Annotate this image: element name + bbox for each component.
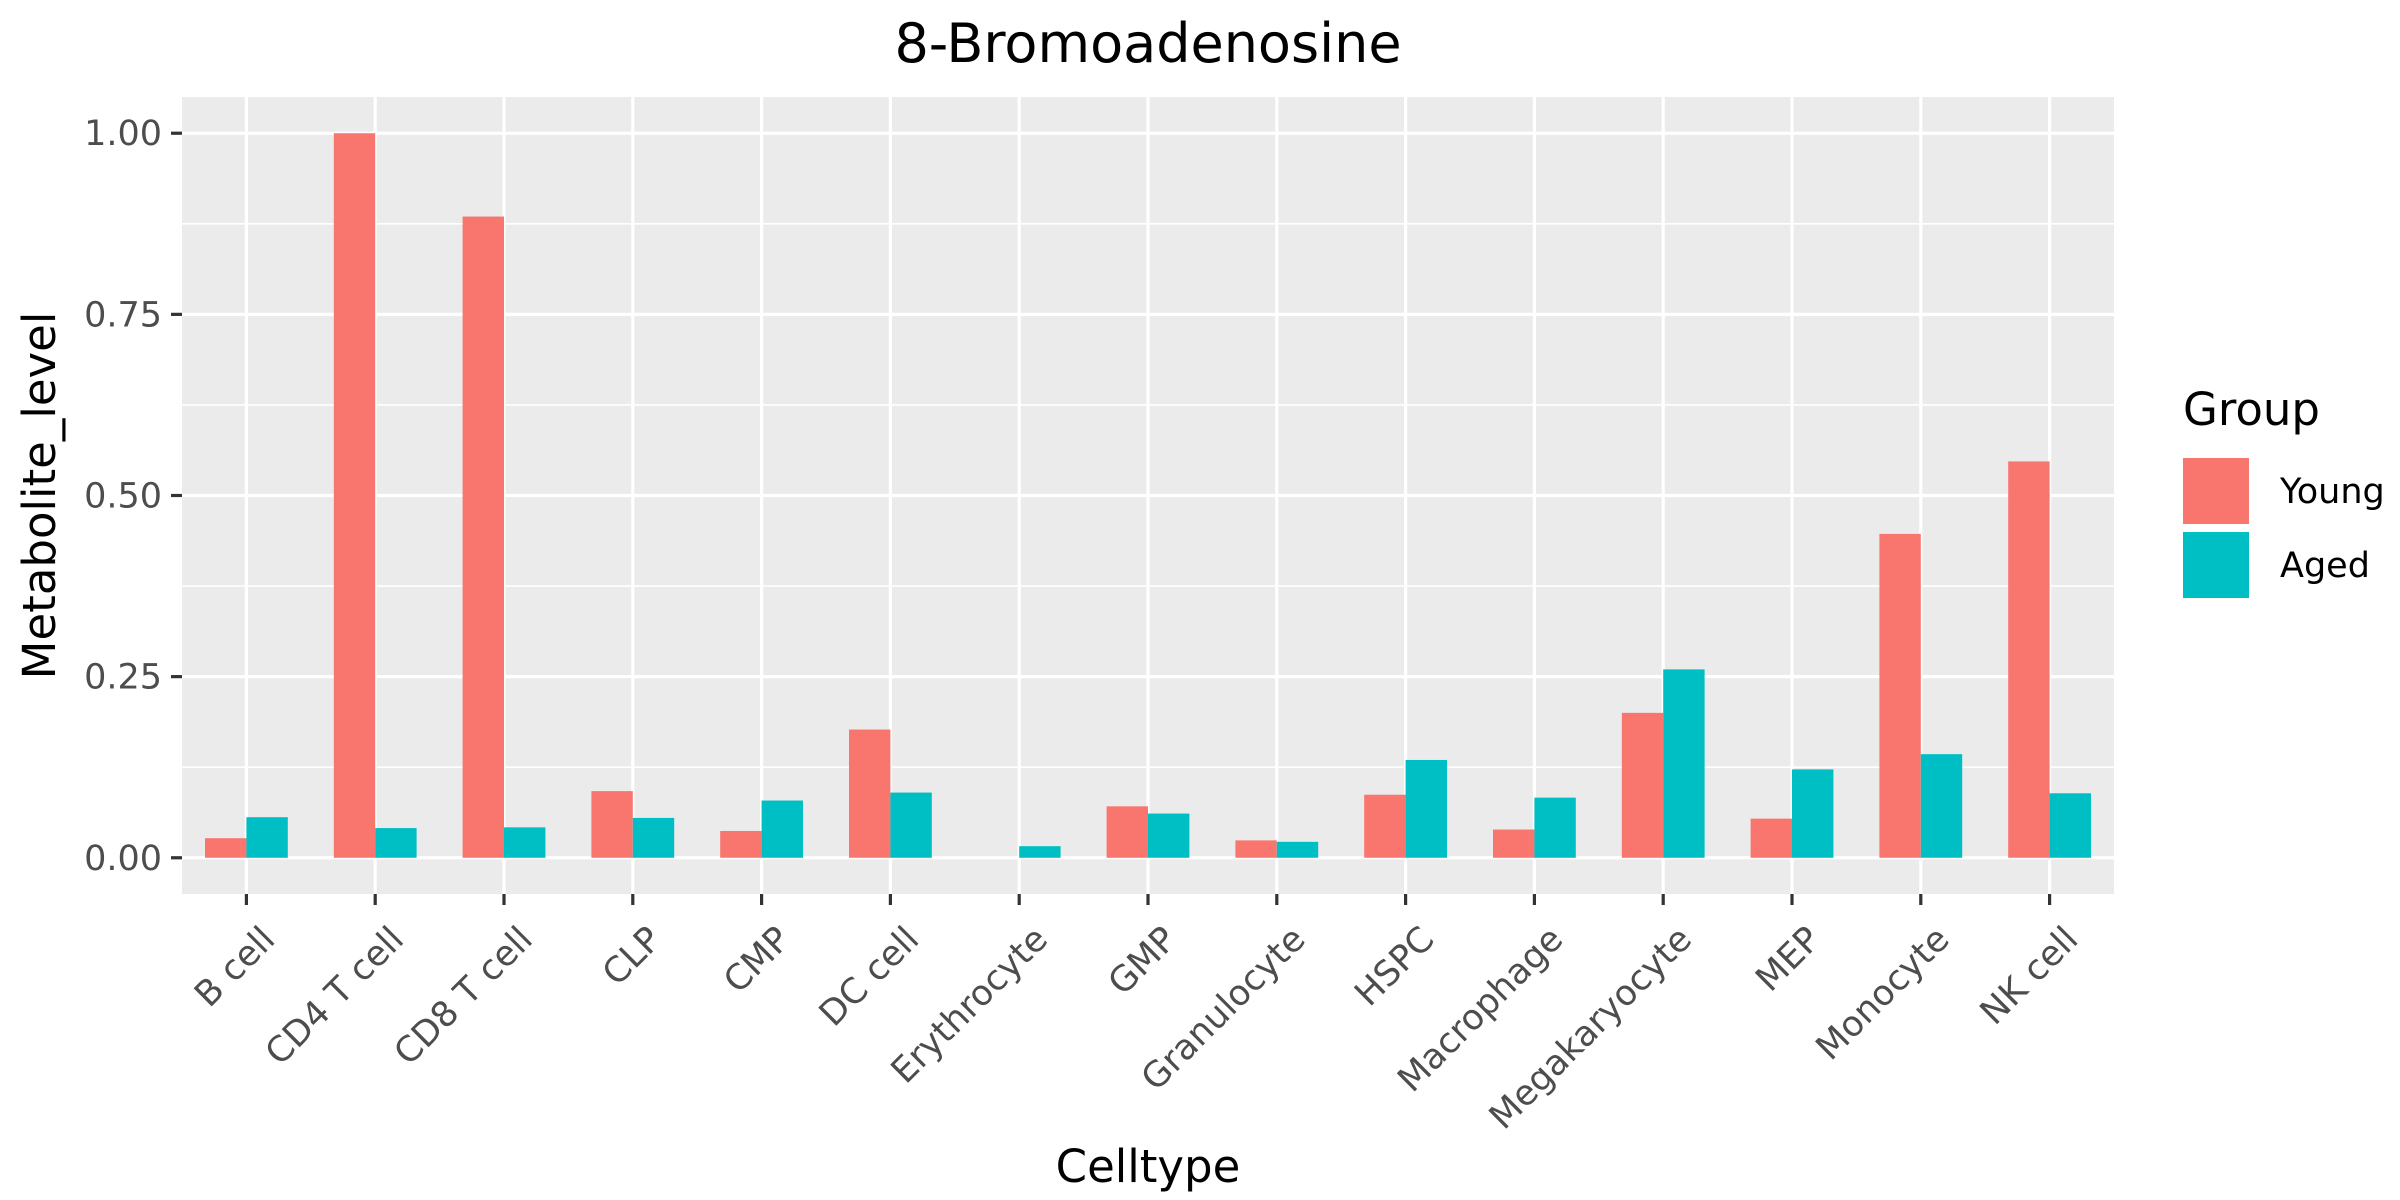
y-axis: 0.00 0.25 0.50 0.75 1.00 xyxy=(84,114,182,879)
bars xyxy=(205,133,2091,858)
x-tick-label: MEP xyxy=(1748,919,1828,999)
bar-young-cd8-t-cell xyxy=(462,216,504,858)
y-tick-label: 0.50 xyxy=(84,477,162,517)
bar-aged-clp xyxy=(632,817,675,858)
y-tick-label: 0.25 xyxy=(84,658,162,698)
bar-aged-cd8-t-cell xyxy=(504,827,546,858)
bar-young-cmp xyxy=(720,830,762,858)
bar-aged-granulocyte xyxy=(1276,841,1319,858)
bar-aged-b-cell xyxy=(246,817,288,858)
legend-title: Group xyxy=(2183,383,2320,436)
x-tick-label: CLP xyxy=(595,919,669,993)
bar-aged-macrophage xyxy=(1534,797,1576,858)
bar-young-b-cell xyxy=(205,838,247,858)
x-tick-label: HSPC xyxy=(1347,919,1442,1014)
bar-young-nk-cell xyxy=(2008,461,2050,858)
bar-young-hspc xyxy=(1364,794,1406,858)
bar-aged-gmp xyxy=(1148,813,1190,858)
bar-young-monocyte xyxy=(1879,533,1921,858)
bar-aged-erythrocyte xyxy=(1019,846,1061,858)
x-tick-label: CD8 T cell xyxy=(387,919,541,1073)
legend-label-aged: Aged xyxy=(2280,546,2370,586)
y-axis-title: Metabolite_level xyxy=(13,312,66,680)
bar-aged-megakaryocyte xyxy=(1663,669,1705,858)
bar-aged-mep xyxy=(1792,769,1834,858)
bar-young-macrophage xyxy=(1493,829,1535,858)
x-tick-label: DC cell xyxy=(812,919,927,1034)
x-tick-label: GMP xyxy=(1101,919,1185,1003)
legend-key-young xyxy=(2183,458,2249,524)
legend: Group Young Aged xyxy=(2183,383,2385,598)
bar-young-clp xyxy=(591,791,633,858)
bar-aged-cmp xyxy=(761,800,803,858)
bar-young-megakaryocyte xyxy=(1621,712,1664,858)
x-tick-label: CD4 T cell xyxy=(258,919,412,1073)
bar-aged-hspc xyxy=(1405,759,1447,858)
bar-young-granulocyte xyxy=(1235,840,1277,858)
bar-aged-nk-cell xyxy=(2049,793,2091,858)
y-tick-label: 0.75 xyxy=(84,295,162,335)
x-axis-title: Celltype xyxy=(1056,1140,1241,1193)
legend-key-aged xyxy=(2183,532,2249,598)
bar-young-mep xyxy=(1750,818,1792,858)
bar-young-cd4-t-cell xyxy=(333,133,376,858)
x-tick-label: Monocyte xyxy=(1809,919,1958,1068)
chart-title: 8-Bromoadenosine xyxy=(894,12,1401,75)
bar-young-dc-cell xyxy=(849,729,891,858)
legend-label-young: Young xyxy=(2279,472,2385,512)
x-tick-label: B cell xyxy=(187,919,283,1015)
bar-aged-dc-cell xyxy=(890,792,932,858)
y-tick-label: 0.00 xyxy=(84,839,162,879)
bar-aged-monocyte xyxy=(1920,754,1963,858)
x-tick-label: NK cell xyxy=(1973,919,2086,1032)
y-tick-label: 1.00 xyxy=(84,114,162,154)
x-tick-label: CMP xyxy=(716,919,798,1001)
bar-aged-cd4-t-cell xyxy=(375,828,417,858)
bar-young-gmp xyxy=(1106,806,1148,858)
